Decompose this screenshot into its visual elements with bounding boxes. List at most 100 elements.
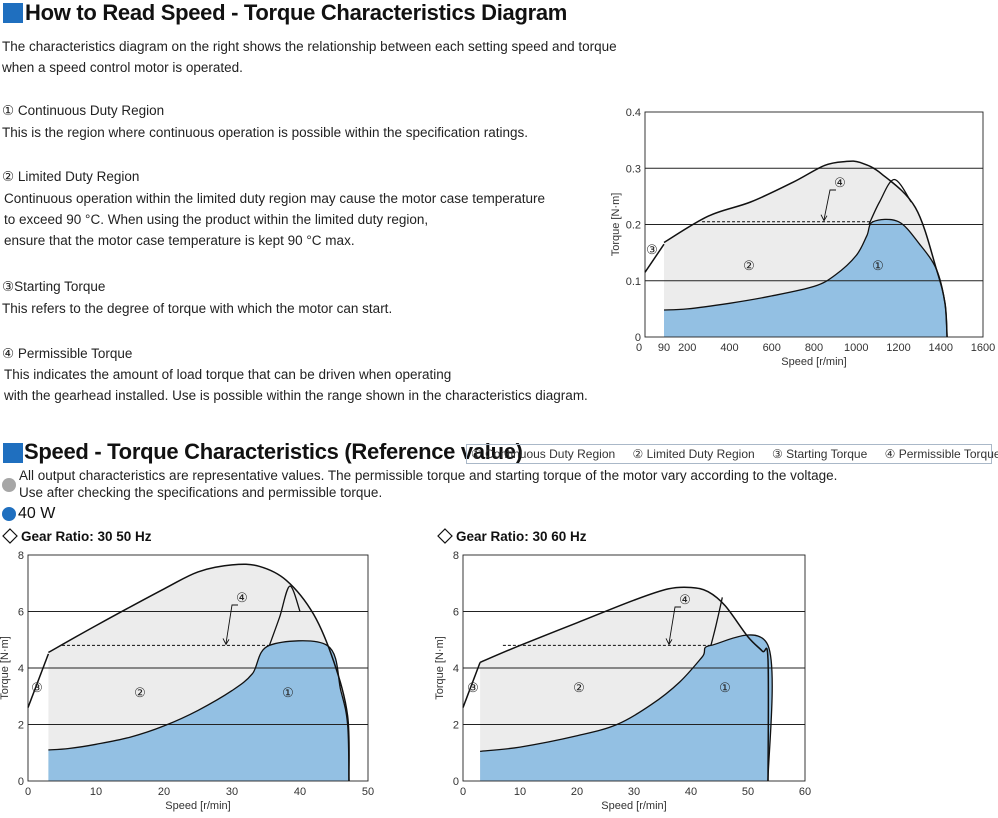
x-tick-label: 1600: [971, 342, 995, 354]
gear-30-50hz-chart: ① ② ③ ④ 0 2 4 6 8 0 10 20 30 40 50 Speed [r/min] Torque …: [0, 550, 374, 812]
branch-curve: [868, 178, 912, 225]
region-label-starting: ③: [31, 680, 43, 695]
item2-line-2: to exceed 90 °C. When using the product …: [4, 212, 429, 227]
item4-line-1: This indicates the amount of load torque…: [4, 367, 452, 382]
x-tick-label: 20: [571, 786, 583, 798]
y-tick-label: 0: [453, 776, 459, 788]
note-line-2: Use after checking the specifications an…: [19, 485, 383, 500]
continuous-duty-region: [480, 634, 773, 781]
branch-curve: [268, 585, 301, 646]
permissible-leader: [823, 189, 836, 220]
region-label-continuous: ①: [719, 680, 731, 695]
x-axis-label: Speed [r/min]: [165, 800, 230, 812]
item3-heading: ③Starting Torque: [2, 279, 106, 294]
region-label-permissible: ④: [834, 175, 846, 190]
power-bullet-icon: [2, 507, 16, 521]
x-tick-label: 0: [25, 786, 31, 798]
y-axis-label: Torque [N·m]: [610, 193, 622, 257]
y-tick-label: 0: [18, 776, 24, 788]
permissible-arrowhead: [820, 214, 828, 222]
x-tick-label: 0: [460, 786, 466, 798]
permissible-arrowhead: [222, 638, 230, 646]
reference-speed-torque-chart: ① ② ③ ④ 0 0.1 0.2 0.3 0.4 0 90 200 400 600 800 1000 1200…: [610, 107, 995, 368]
x-tick-label: 30: [226, 786, 238, 798]
power-label: 40 W: [18, 505, 56, 522]
chart2-title-diamond-icon: [2, 528, 18, 544]
plot-frame: [27, 554, 369, 782]
item1-heading: ① Continuous Duty Region: [2, 103, 165, 118]
item2-heading: ② Limited Duty Region: [2, 169, 140, 184]
region-label-permissible: ④: [679, 592, 691, 607]
section-marker: [3, 443, 23, 463]
permissible-arrowhead: [665, 638, 673, 646]
y-tick-label: 4: [18, 663, 24, 675]
x-tick-label: 40: [294, 786, 306, 798]
chart3-title: Gear Ratio: 30 60 Hz: [456, 529, 587, 544]
x-tick-label: 1400: [929, 342, 953, 354]
x-tick-label: 40: [685, 786, 697, 798]
legend-permissible: ④ Permissible Torque: [884, 447, 998, 461]
item4-line-2: with the gearhead installed. Use is poss…: [4, 388, 588, 403]
plot-frame: [462, 554, 806, 782]
continuous-duty-region: [48, 640, 350, 781]
gear-30-60hz-chart: ① ② ③ ④ 0 2 4 6 8 0 10 20 30 40 50 60 Speed [r/min] Torqu…: [435, 550, 811, 812]
legend-box: ① Continuous Duty Region ② Limited Duty …: [466, 444, 998, 464]
y-tick-label: 0.2: [626, 220, 641, 232]
legend-limited: ② Limited Duty Region: [632, 447, 755, 461]
x-tick-label: 600: [763, 342, 781, 354]
region-label-limited: ②: [743, 258, 755, 273]
x-tick-label: 30: [628, 786, 640, 798]
section-marker: [3, 3, 23, 23]
x-tick-label: 90: [658, 342, 670, 354]
item1-line-1: This is the region where continuous oper…: [2, 125, 529, 140]
y-tick-label: 0.3: [626, 163, 641, 175]
chart3-title-diamond-icon: [437, 528, 453, 544]
section1-title: How to Read Speed - Torque Characteristi…: [25, 0, 568, 25]
permissible-leader: [225, 604, 238, 644]
region-label-starting: ③: [467, 680, 479, 695]
item2-line-1: Continuous operation within the limited …: [4, 191, 546, 206]
starting-torque-line: [462, 662, 481, 708]
starting-torque-line: [27, 653, 50, 708]
x-tick-label: 0: [636, 342, 642, 354]
x-tick-label: 20: [158, 786, 170, 798]
y-tick-label: 0.1: [626, 276, 641, 288]
plot-frame: [644, 111, 984, 338]
y-tick-label: 2: [453, 720, 459, 732]
y-tick-label: 8: [18, 550, 24, 562]
continuous-torque-curve: [663, 218, 948, 338]
item3-line-1: This refers to the degree of torque with…: [2, 301, 393, 316]
continuous-torque-curve: [48, 640, 350, 782]
region-label-limited: ②: [573, 680, 585, 695]
starting-torque-line: [644, 243, 665, 273]
x-tick-label: 10: [514, 786, 526, 798]
permissible-leader: [668, 606, 681, 644]
y-axis-label: Torque [N·m]: [0, 636, 11, 700]
note-line-1: All output characteristics are represent…: [19, 468, 838, 483]
item2-line-3: ensure that the motor case temperature i…: [4, 233, 355, 248]
x-tick-label: 200: [678, 342, 696, 354]
continuous-duty-region: [664, 219, 948, 337]
x-axis-label: Speed [r/min]: [781, 356, 846, 368]
legend-continuous: ① Continuous Duty Region: [471, 447, 616, 461]
section2-title: Speed - Torque Characteristics (Referenc…: [24, 439, 523, 464]
y-tick-label: 6: [453, 607, 459, 619]
x-tick-label: 400: [720, 342, 738, 354]
y-tick-label: 6: [18, 607, 24, 619]
outer-torque-curve: [48, 563, 350, 782]
item4-heading: ④ Permissible Torque: [2, 346, 133, 361]
y-axis-label: Torque [N·m]: [435, 636, 446, 700]
x-tick-label: 50: [742, 786, 754, 798]
y-tick-label: 8: [453, 550, 459, 562]
region-label-continuous: ①: [872, 258, 884, 273]
region-label-permissible: ④: [236, 590, 248, 605]
region-label-continuous: ①: [282, 685, 294, 700]
note-bullet-icon: [2, 478, 16, 492]
x-tick-label: 1000: [844, 342, 868, 354]
region-label-starting: ③: [646, 242, 658, 257]
legend-starting: ③ Starting Torque: [772, 447, 868, 461]
y-tick-label: 0: [635, 332, 641, 344]
chart2-title: Gear Ratio: 30 50 Hz: [21, 529, 152, 544]
x-tick-label: 60: [799, 786, 811, 798]
x-axis-label: Speed [r/min]: [601, 800, 666, 812]
